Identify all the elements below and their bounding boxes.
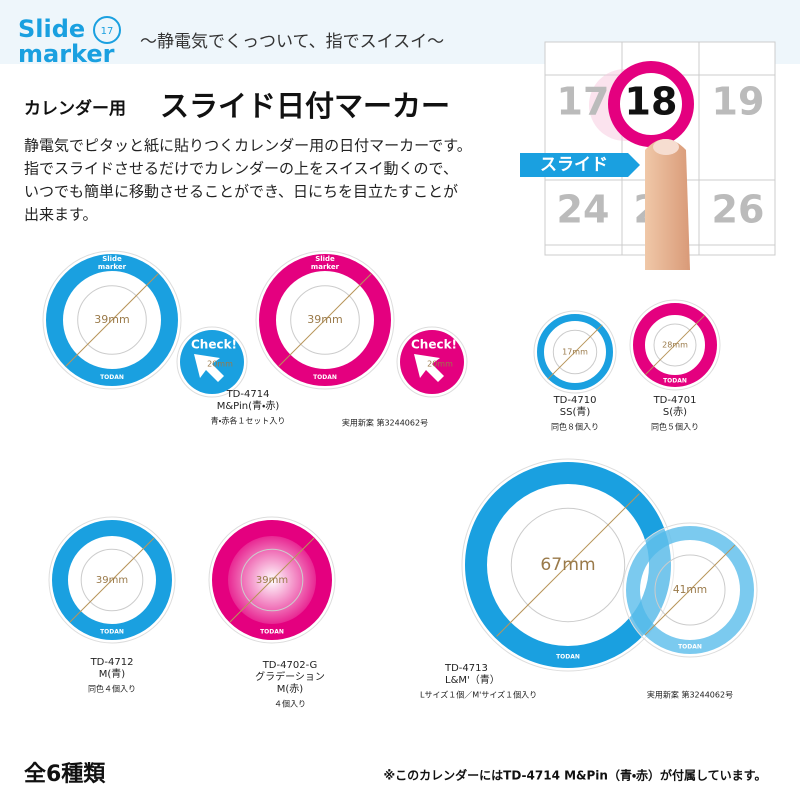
product-count: ４個入り	[274, 699, 306, 709]
size-label: 17mm	[562, 348, 588, 357]
ring-inner	[290, 285, 360, 355]
size-label: 39mm	[96, 575, 128, 586]
product-name: M(赤)	[277, 683, 304, 695]
product-name: グラデーション	[255, 670, 325, 683]
product-code: TD-4710	[553, 395, 597, 406]
logo-text: Slide	[18, 15, 85, 43]
ring-logo: Slide	[315, 255, 335, 263]
size-arrow	[644, 544, 736, 636]
calendar-marker	[608, 61, 694, 147]
ring-logo: Slide	[102, 255, 122, 263]
ring-inner	[510, 507, 626, 623]
calendar-date: 19	[712, 80, 765, 124]
calendar-date: 24	[557, 188, 610, 232]
size-arrow	[547, 324, 603, 380]
size-label: 39mm	[256, 575, 288, 586]
pin-arrow	[414, 354, 444, 382]
size-label: 28mm	[662, 341, 688, 350]
product-count: 同色５個入り	[651, 422, 699, 432]
calendar-date: 17	[557, 80, 610, 124]
brand: TODAN	[100, 374, 124, 381]
fingernail	[653, 139, 679, 155]
footer-total: 全6種類	[24, 761, 106, 787]
calendar-date: 26	[712, 188, 765, 232]
product-count: 青・赤各１セット入り	[211, 416, 286, 426]
brand: TODAN	[260, 629, 284, 636]
brand: TODAN	[313, 374, 337, 381]
size-label: 39mm	[307, 313, 342, 326]
ring-inner	[552, 329, 598, 375]
size-arrow	[65, 273, 159, 367]
product-count: 同色８個入り	[551, 422, 599, 432]
size-arrow	[69, 537, 155, 623]
logo-badge	[93, 16, 121, 44]
description-line: 出来ます。	[24, 206, 98, 224]
product-code: TD-4712	[90, 657, 134, 668]
product-code: TD-4702-G	[262, 660, 318, 671]
product-count: Lサイズ１個／M'サイズ１個入り	[420, 690, 537, 700]
calendar-date: 18	[625, 80, 678, 124]
heading-label: カレンダー用	[24, 98, 126, 119]
description-line: 指でスライドさせるだけでカレンダーの上をスイスイ動くので、	[24, 160, 458, 178]
product-code: TD-4713	[444, 663, 488, 674]
description-line: 静電気でピタッと紙に貼りつくカレンダー用の日付マーカーです。	[24, 137, 472, 155]
pin-arrow	[194, 354, 224, 382]
size-arrow	[278, 273, 372, 367]
brand: TODAN	[663, 378, 687, 385]
size-arrow	[644, 314, 706, 376]
size-label: 20mm	[207, 360, 233, 369]
size-label: 39mm	[94, 313, 129, 326]
size-label: 20mm	[427, 360, 453, 369]
pin-label: Check!	[191, 338, 237, 352]
ring-inner	[80, 548, 144, 612]
logo-badge-text: 17	[101, 26, 114, 37]
slide-label: スライド	[540, 155, 608, 175]
product-name: S(赤)	[663, 406, 687, 418]
finger	[645, 139, 690, 270]
product-code: TD-4714	[226, 389, 270, 400]
ring	[52, 520, 172, 640]
ring-inner	[654, 554, 726, 626]
brand: TODAN	[678, 644, 702, 651]
ring-inner	[653, 323, 697, 367]
size-arrow	[496, 493, 640, 637]
ring-inner	[240, 548, 304, 612]
ring	[537, 314, 613, 390]
size-arrow	[229, 537, 315, 623]
product-code: TD-4701	[653, 395, 697, 406]
ring-logo: marker	[311, 263, 340, 271]
product-count: 同色４個入り	[88, 684, 136, 694]
footer-note: ※このカレンダーにはTD-4714 M&Pin（青・赤）が付属しています。	[384, 768, 767, 783]
product-name: M&Pin(青・赤)	[217, 399, 280, 412]
ring	[633, 303, 717, 387]
ring	[465, 462, 671, 668]
tagline: 〜静電気でくっついて、指でスイスイ〜	[140, 32, 444, 52]
slide-arrow	[520, 153, 640, 177]
brand: TODAN	[556, 654, 580, 661]
product-name: SS(青)	[560, 405, 591, 418]
patent: 実用新案 第3244062号	[647, 690, 733, 700]
size-label: 41mm	[673, 583, 707, 596]
ring-logo: marker	[98, 263, 127, 271]
size-label: 67mm	[540, 555, 595, 575]
logo-text: marker	[18, 40, 115, 68]
ring	[259, 254, 391, 386]
heading-title: スライド日付マーカー	[160, 89, 450, 123]
description-line: いつでも簡単に移動させることができ、日にちを目立たすことが	[24, 183, 458, 201]
ring-inner	[77, 285, 147, 355]
ring	[626, 526, 754, 654]
patent: 実用新案 第3244062号	[342, 418, 428, 428]
product-name: L&M'（青）	[445, 673, 500, 686]
ring	[46, 254, 178, 386]
pin-label: Check!	[411, 338, 457, 352]
brand: TODAN	[100, 629, 124, 636]
product-name: M(青)	[99, 667, 126, 680]
